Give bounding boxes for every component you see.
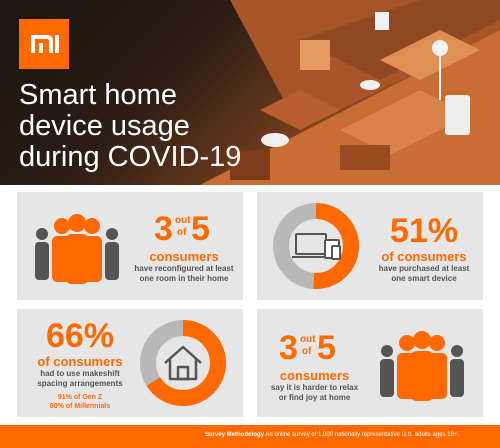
suitcase-icon <box>445 95 470 135</box>
donut-fill <box>273 203 359 289</box>
stat-desc-line-2: one smart device <box>391 274 457 283</box>
stat-desc-line-1: have purchased at least <box>378 264 470 273</box>
survey-methodology: Survey Methodology An online survey of 1… <box>205 432 459 438</box>
stat-desc-line-1: say it is harder to relax <box>270 383 359 392</box>
stat-out: out <box>175 215 191 226</box>
stat-desc-line-2: or find joy at home <box>278 393 351 402</box>
air-purifier-icon <box>375 12 389 30</box>
stat-desc-line-2: one room in their home <box>139 274 229 283</box>
stat-card-purchased: 51% of consumers have purchased at least… <box>257 192 483 300</box>
people-group-icon <box>35 214 119 284</box>
footer-bar <box>0 425 500 448</box>
stat-block: 51% of consumers have purchased at least… <box>369 214 479 284</box>
donut-fill <box>140 320 226 406</box>
title-line-3: during COVID-19 <box>19 141 242 173</box>
stat-desc-line-1: had to use makeshift <box>40 369 120 378</box>
people-group-icon <box>380 331 464 401</box>
stat-value: 51% <box>389 212 459 250</box>
purchase-donut <box>273 203 359 289</box>
devices-icon <box>292 233 341 260</box>
stat-value: 5 <box>317 329 336 367</box>
stat-of: of <box>302 346 312 357</box>
fan-icon <box>432 40 448 56</box>
stat-extra-line-1: 91% of Gen Z <box>57 394 103 401</box>
stat-out: out <box>300 334 316 345</box>
stat-value: 5 <box>191 210 210 248</box>
stat-card-spacing: 66% of consumers had to use makeshift sp… <box>17 309 243 417</box>
spacing-donut <box>140 320 226 406</box>
footer-label: Survey Methodology <box>205 432 265 438</box>
stat-card-relax: 3 out of 5 consumers say it is harder to… <box>257 309 483 417</box>
title-line-2: device usage <box>19 110 190 142</box>
footer-text: An online survey of 1,000 nationally rep… <box>265 432 459 438</box>
stat-label: consumers <box>279 368 350 383</box>
stat-prefix: 3 <box>279 329 298 367</box>
isometric-home-illustration <box>200 0 500 185</box>
stat-desc-line-1: have reconfigured at least <box>134 264 234 273</box>
hero-banner <box>0 0 500 185</box>
stat-label: of consumers <box>37 354 123 369</box>
stat-desc-line-2: spacing arrangements <box>37 379 123 388</box>
house-icon <box>164 345 202 381</box>
stat-of: of <box>177 227 187 238</box>
stat-block: 3 out of 5 consumers have reconfigured a… <box>129 212 239 284</box>
mi-logo-icon <box>31 35 59 53</box>
chair-icon <box>300 40 330 70</box>
stat-prefix: 3 <box>154 210 173 248</box>
stat-label: of consumers <box>381 249 467 264</box>
robot-vacuum-icon <box>261 133 289 147</box>
stat-extra-line-2: 80% of Millennials <box>49 403 111 410</box>
stat-value: 66% <box>45 317 115 355</box>
title-line-1: Smart home <box>19 79 177 111</box>
stat-card-reconfigured: 3 out of 5 consumers have reconfigured a… <box>17 192 243 300</box>
brand-logo <box>19 19 69 69</box>
page-title: Smart home device usage during COVID-19 <box>19 80 269 173</box>
stat-block: 3 out of 5 consumers say it is harder to… <box>257 331 372 403</box>
stat-label: consumers <box>149 249 219 264</box>
stat-block: 66% of consumers had to use makeshift sp… <box>25 319 135 411</box>
